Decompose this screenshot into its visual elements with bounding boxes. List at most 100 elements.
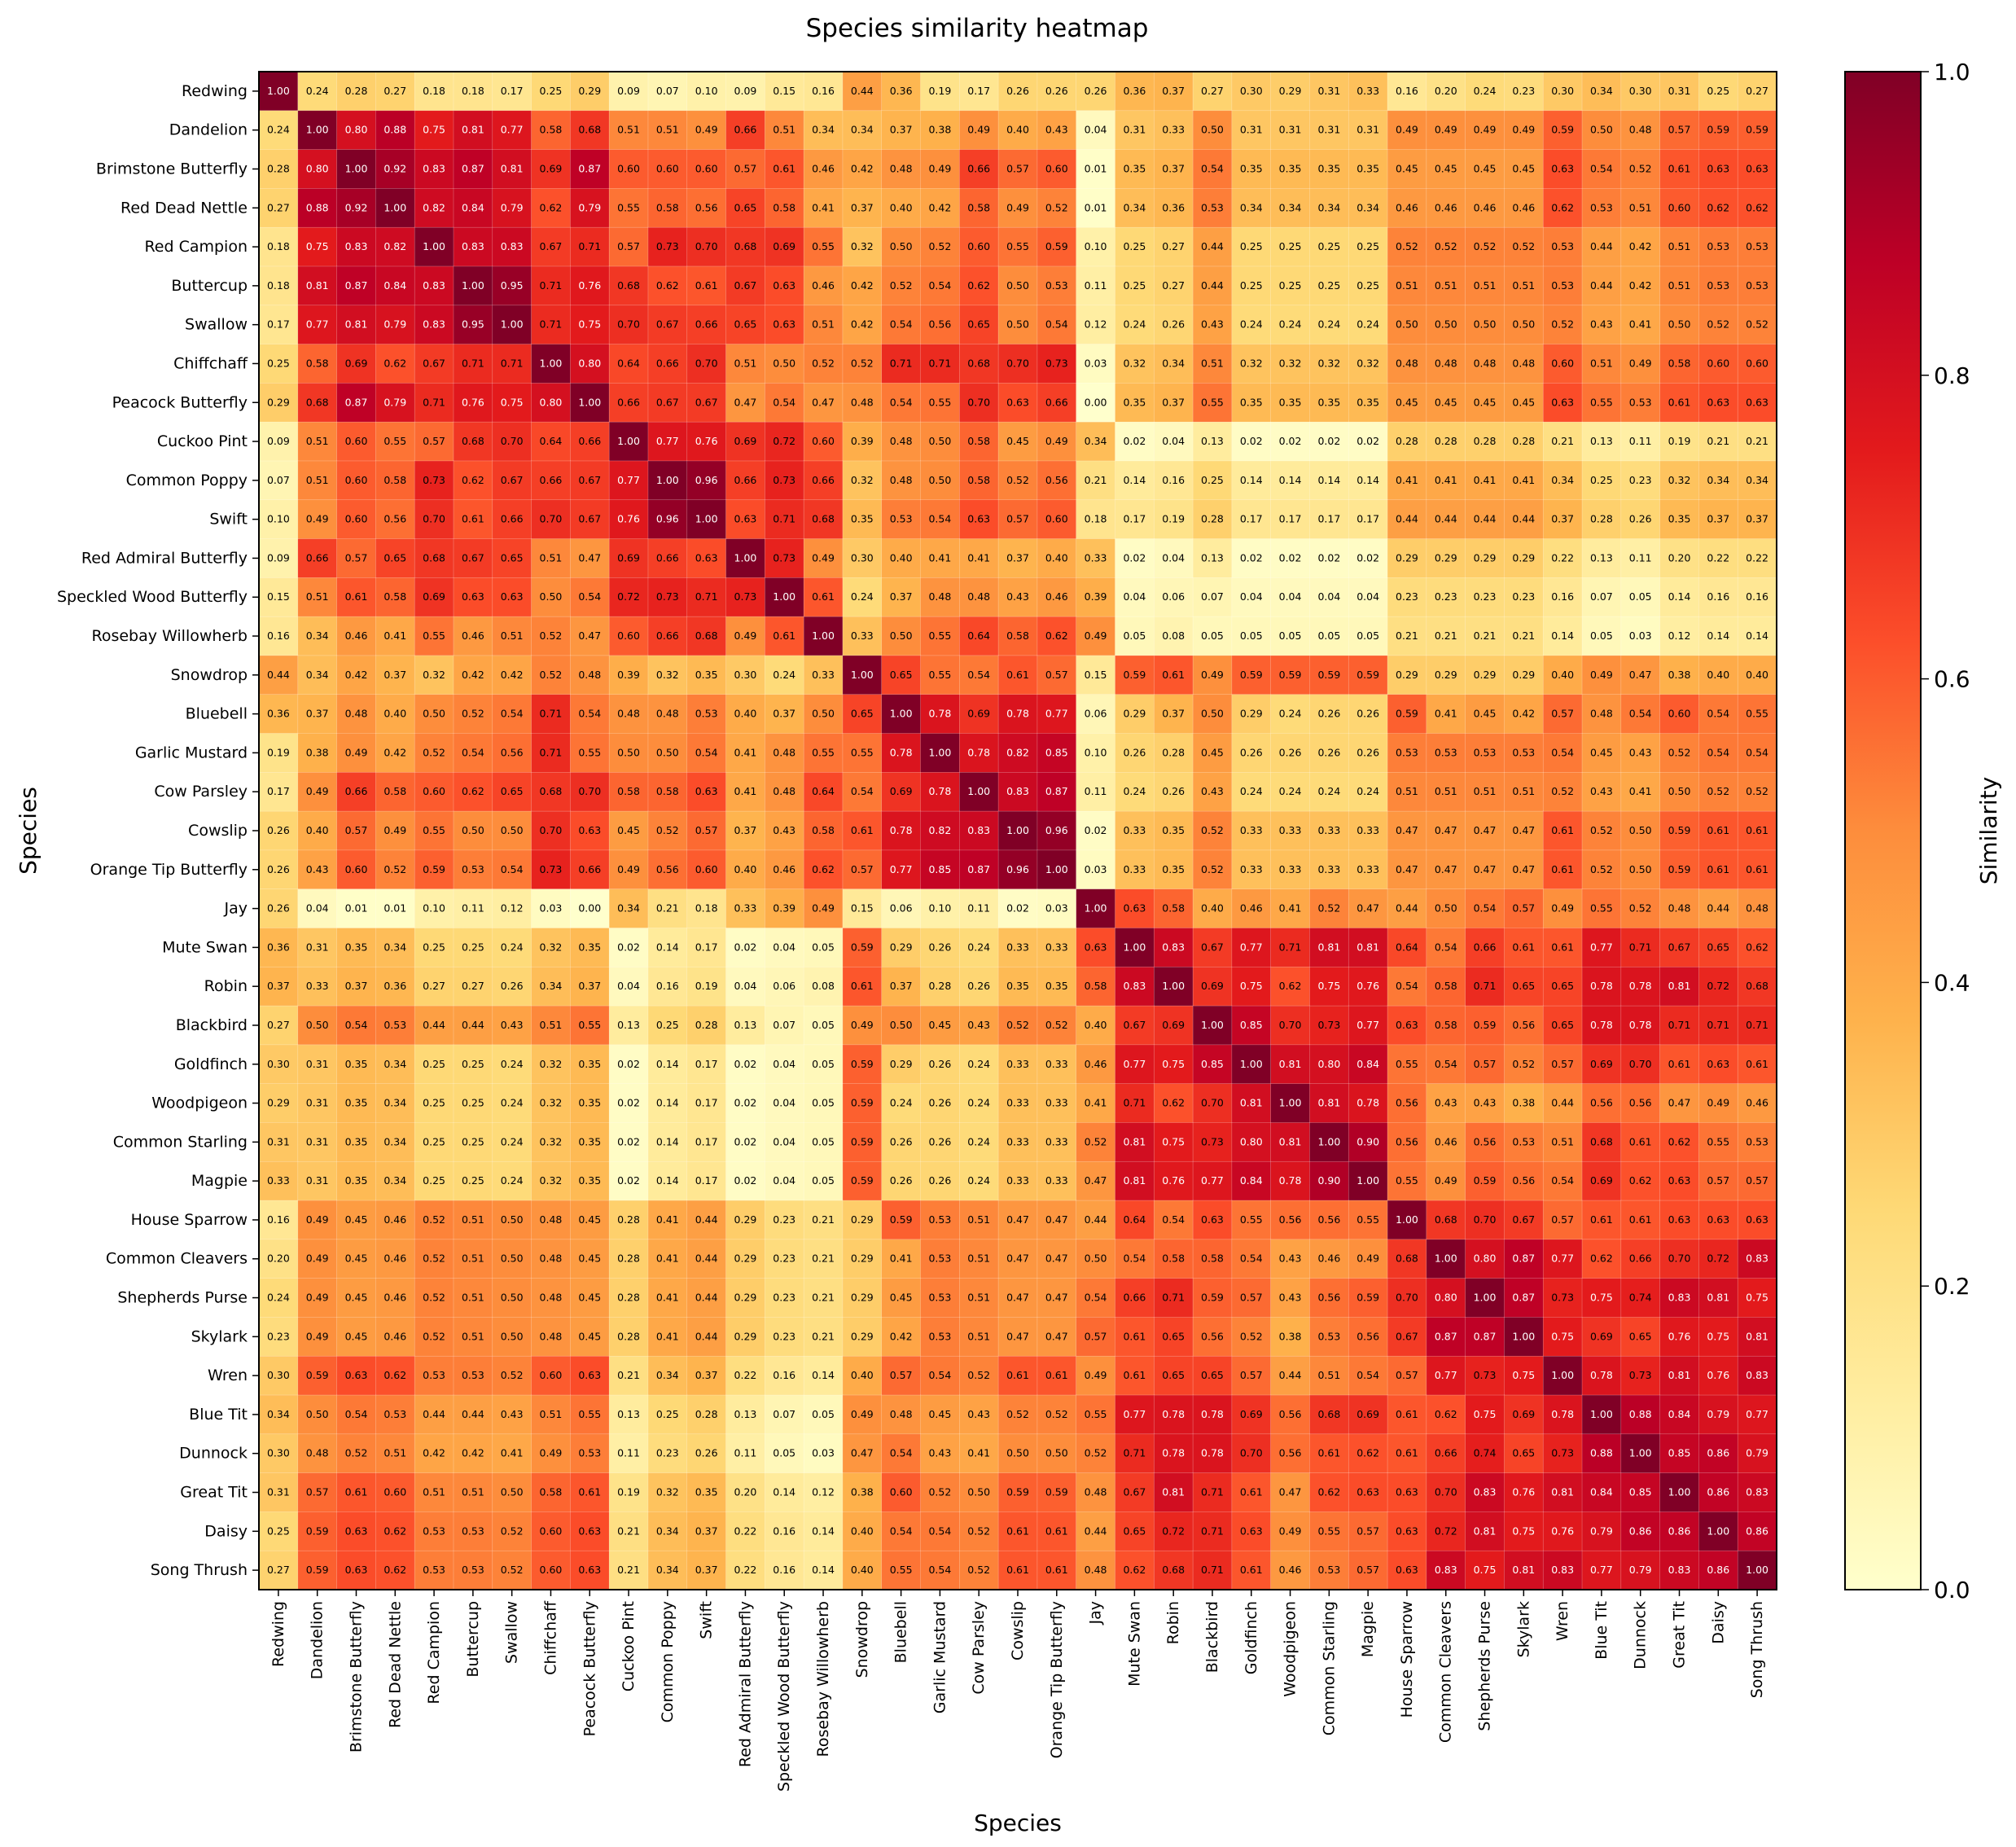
- cell-value-label: 0.62: [383, 1525, 406, 1537]
- heatmap-cell: [1504, 577, 1544, 617]
- cell-value-label: 0.53: [1551, 240, 1574, 252]
- cell-value-label: 0.24: [851, 590, 874, 603]
- cell-value-label: 0.63: [773, 318, 795, 331]
- cell-value-label: 0.48: [540, 1253, 563, 1265]
- cell-value-label: 0.62: [1668, 1135, 1691, 1147]
- cell-value-label: 0.05: [1201, 630, 1224, 642]
- cell-value-label: 0.01: [345, 902, 368, 915]
- cell-value-label: 0.51: [1435, 785, 1457, 797]
- cell-value-label: 0.52: [1045, 1408, 1068, 1420]
- heatmap-cell: [297, 344, 338, 384]
- cell-value-label: 0.17: [695, 1097, 718, 1109]
- cell-value-label: 0.70: [578, 785, 601, 797]
- cell-value-label: 0.70: [540, 824, 563, 836]
- heatmap-cell: [336, 616, 376, 656]
- heatmap-cell: [414, 538, 454, 578]
- cell-value-label: 0.54: [1435, 941, 1457, 953]
- cell-value-label: 0.68: [306, 396, 329, 408]
- cell-value-label: 0.62: [462, 785, 484, 797]
- cell-value-label: 0.51: [967, 1253, 990, 1265]
- cell-value-label: 0.69: [540, 162, 563, 174]
- cell-value-label: 0.34: [306, 669, 329, 681]
- cell-value-label: 0.46: [1512, 201, 1535, 213]
- heatmap-cell: [1698, 149, 1738, 189]
- x-tick-label: Great Tit: [1671, 1601, 1689, 1669]
- cell-value-label: 0.35: [1045, 980, 1068, 992]
- cell-value-label: 0.55: [851, 746, 874, 758]
- heatmap-cell: [765, 538, 804, 578]
- cell-value-label: 0.67: [1668, 941, 1691, 953]
- heatmap-cell: [1036, 71, 1077, 112]
- cell-value-label: 0.52: [1551, 785, 1574, 797]
- cell-value-label: 0.66: [812, 474, 835, 486]
- cell-value-label: 0.56: [1279, 1213, 1302, 1226]
- heatmap-cell: [453, 460, 493, 501]
- cell-value-label: 0.81: [1356, 941, 1379, 953]
- heatmap-cell: [647, 421, 688, 462]
- x-tick-label: Robin: [1164, 1601, 1182, 1644]
- cell-value-label: 0.34: [656, 1564, 679, 1576]
- heatmap-cell: [531, 577, 571, 617]
- cell-value-label: 0.45: [578, 1292, 601, 1304]
- y-tick-label: Robin: [204, 977, 248, 995]
- cell-value-label: 0.26: [928, 1097, 951, 1109]
- cell-value-label: 0.52: [383, 863, 406, 875]
- heatmap-cell: [1542, 421, 1583, 462]
- cell-value-label: 0.17: [1317, 513, 1340, 525]
- heatmap-cell: [1504, 499, 1544, 540]
- heatmap-cell: [1309, 110, 1349, 151]
- heatmap-cell: [414, 460, 454, 501]
- cell-value-label: 0.09: [734, 85, 757, 97]
- cell-value-label: 0.27: [462, 980, 484, 992]
- cell-value-label: 0.23: [773, 1253, 795, 1265]
- cell-value-label: 0.56: [928, 318, 951, 331]
- cell-value-label: 0.84: [1240, 1174, 1263, 1187]
- cell-value-label: 0.90: [1356, 1135, 1379, 1147]
- cell-value-label: 0.37: [1551, 513, 1574, 525]
- cell-value-label: 0.53: [890, 513, 913, 525]
- cell-value-label: 1.00: [1590, 1408, 1613, 1420]
- cell-value-label: 0.66: [345, 785, 368, 797]
- heatmap-cell: [1465, 538, 1505, 578]
- cell-value-label: 0.55: [1006, 240, 1029, 252]
- chart-title: Species similarity heatmap: [806, 14, 1149, 43]
- cell-value-label: 0.58: [617, 785, 640, 797]
- cell-value-label: 0.66: [734, 124, 757, 136]
- cell-value-label: 0.48: [540, 1292, 563, 1304]
- heatmap-cell: [1698, 538, 1738, 578]
- cell-value-label: 0.49: [928, 162, 951, 174]
- cell-value-label: 0.61: [1396, 1447, 1418, 1459]
- cell-value-label: 0.20: [1668, 551, 1691, 564]
- cell-value-label: 0.61: [1045, 1525, 1068, 1537]
- heatmap-cell: [1737, 538, 1777, 578]
- cell-value-label: 0.61: [1240, 1564, 1263, 1576]
- cell-value-label: 0.17: [267, 318, 290, 331]
- cell-value-label: 1.00: [1474, 1292, 1497, 1304]
- cell-value-label: 1.00: [1006, 824, 1029, 836]
- heatmap-cell: [959, 460, 999, 501]
- cell-value-label: 0.48: [1590, 708, 1613, 720]
- cell-value-label: 0.53: [1746, 240, 1768, 252]
- heatmap-cell: [336, 383, 376, 423]
- y-tick-label: Blue Tit: [189, 1406, 248, 1424]
- heatmap-cell: [531, 188, 571, 228]
- y-tick-label: Rosebay Willowherb: [91, 627, 248, 645]
- cell-value-label: 0.51: [617, 124, 640, 136]
- cell-value-label: 0.02: [617, 941, 640, 953]
- cell-value-label: 0.87: [578, 162, 601, 174]
- cell-value-label: 0.63: [578, 1564, 601, 1576]
- heatmap-cell: [920, 265, 960, 306]
- cell-value-label: 0.24: [306, 85, 329, 97]
- cell-value-label: 0.54: [695, 746, 718, 758]
- heatmap-cell: [1387, 538, 1427, 578]
- cell-value-label: 0.31: [1668, 85, 1691, 97]
- cell-value-label: 0.29: [1396, 669, 1418, 681]
- cell-value-label: 0.14: [656, 1058, 679, 1070]
- cell-value-label: 0.24: [1356, 785, 1379, 797]
- cell-value-label: 0.47: [851, 1447, 874, 1459]
- cell-value-label: 0.63: [1551, 162, 1574, 174]
- heatmap-cell: [453, 110, 493, 151]
- cell-value-label: 0.53: [383, 1408, 406, 1420]
- cell-value-label: 0.63: [773, 279, 795, 292]
- cell-value-label: 0.63: [1006, 396, 1029, 408]
